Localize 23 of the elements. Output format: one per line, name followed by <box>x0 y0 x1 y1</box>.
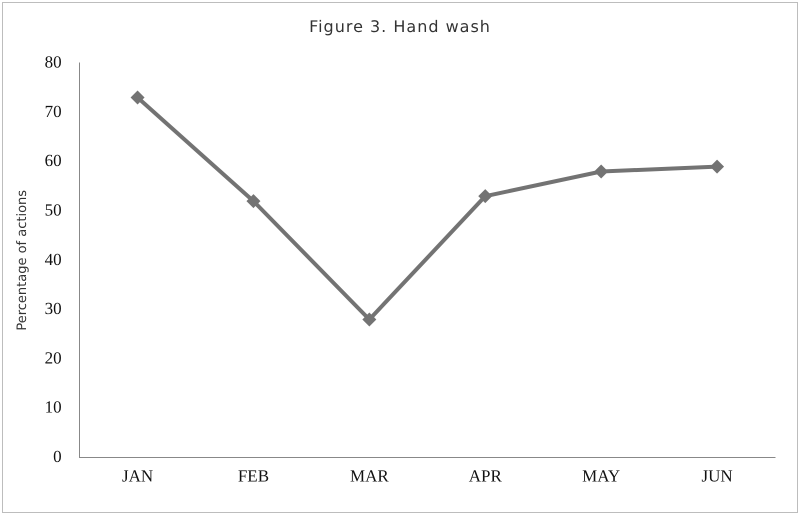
point <box>246 194 260 208</box>
y-tick-label: 50 <box>44 200 62 220</box>
y-tick-label: 60 <box>44 151 62 170</box>
y-tick-label: 0 <box>53 447 62 466</box>
x-tick-label: JUN <box>701 466 733 486</box>
point <box>130 90 145 105</box>
y-tick-label: 10 <box>44 398 62 417</box>
y-tick-label: 80 <box>44 52 62 72</box>
point <box>710 160 724 174</box>
point <box>362 312 376 326</box>
chart-title: Figure 3. Hand wash <box>308 17 492 36</box>
x-tick-label: JAN <box>122 466 154 486</box>
y-tick-label: 40 <box>44 250 62 269</box>
y-tick-label: 70 <box>44 102 62 121</box>
x-tick-label: APR <box>468 466 502 486</box>
point <box>594 164 608 179</box>
y-axis-title: Percentage of actions <box>15 190 30 331</box>
y-tick-label: 30 <box>44 299 62 318</box>
y-tick-label: 20 <box>44 348 62 368</box>
point <box>478 189 492 204</box>
x-tick-label: MAR <box>350 466 390 486</box>
x-tick-label: FEB <box>238 466 270 486</box>
x-tick-label: MAY <box>582 466 620 486</box>
